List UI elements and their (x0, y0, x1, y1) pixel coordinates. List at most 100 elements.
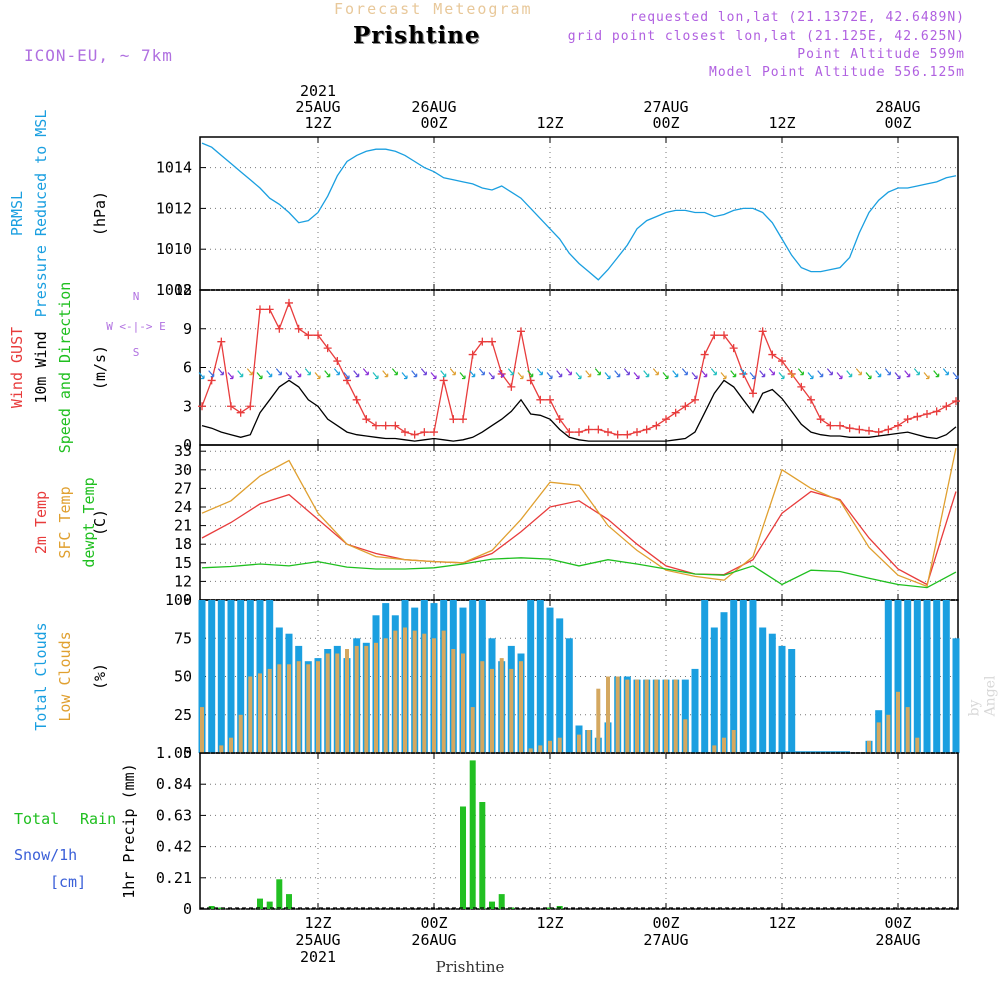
wind-direction-arrow (208, 370, 215, 378)
gust-marker (488, 337, 496, 346)
y-tick-label: 21 (174, 517, 192, 535)
low-cloud-bar (915, 737, 920, 753)
y-tick-label: 0 (183, 744, 192, 762)
gust-marker (198, 402, 206, 411)
total-cloud-bar (720, 612, 728, 753)
wind-direction-arrow (536, 368, 543, 376)
gust-marker (362, 415, 371, 424)
gust-marker (913, 412, 922, 421)
top-time-label: 00Z (884, 114, 911, 132)
gust-marker (449, 415, 458, 424)
y-tick-label: 0.63 (156, 806, 192, 824)
precip-bar (489, 901, 495, 909)
wind-direction-arrow (652, 368, 659, 376)
low-cloud-bar (557, 737, 562, 753)
bottom-time-label: 12Z (768, 914, 795, 932)
wind-direction-arrow (256, 372, 263, 380)
total-cloud-bar (778, 645, 786, 753)
gust-marker (816, 415, 825, 424)
low-cloud-bar (258, 673, 262, 753)
wind-direction-arrow (672, 370, 679, 378)
total-cloud-bar (730, 600, 738, 753)
gust-marker (768, 350, 777, 359)
bottom-time-label: 00Z (420, 914, 447, 932)
total-cloud-bar (923, 600, 931, 753)
wind-direction-arrow (478, 368, 485, 376)
wind-direction-arrow (391, 368, 398, 376)
wind-direction-arrow (701, 370, 708, 378)
precip-bar (276, 879, 283, 909)
wind-direction-arrow (343, 372, 350, 380)
total-cloud-bar (739, 600, 747, 753)
total-cloud-bar (691, 668, 699, 753)
point-altitude: Point Altitude 599m (797, 47, 965, 62)
y-tick-label: 9 (183, 320, 192, 338)
bottom-time-label: 12Z (304, 914, 331, 932)
precip-bar (460, 806, 466, 909)
low-cloud-bar (673, 679, 678, 753)
gust-marker (381, 421, 390, 430)
top-time-label: 12Z (304, 114, 331, 132)
wind-direction-arrow (565, 368, 572, 376)
wind-direction-arrow (295, 370, 302, 378)
panel-axis-label: Total Clouds (32, 622, 50, 730)
wind-direction-arrow (855, 368, 862, 376)
low-cloud-bar (422, 633, 427, 753)
precip-bar (498, 894, 505, 909)
gust-marker (749, 389, 757, 398)
low-cloud-bar (519, 661, 523, 753)
wind-direction-arrow (488, 372, 495, 380)
wind-direction-arrow (913, 368, 920, 376)
total-cloud-bar (527, 600, 535, 753)
wind-direction-arrow (246, 368, 253, 376)
y-tick-label: 0.21 (156, 869, 192, 887)
low-cloud-bar (664, 679, 668, 753)
low-cloud-bar (499, 658, 504, 753)
low-cloud-bar (287, 664, 291, 753)
low-cloud-bar (451, 649, 456, 753)
wind-direction-arrow (788, 370, 795, 378)
top-time-label: 26AUG (411, 98, 456, 116)
wind-direction-arrow (942, 368, 949, 376)
wind-direction-arrow (527, 370, 534, 378)
wind-direction-arrow (314, 372, 321, 380)
wind-direction-arrow (498, 370, 505, 378)
wind-direction-arrow (778, 372, 785, 380)
low-cloud-bar (615, 676, 620, 753)
wind-direction-arrow (517, 372, 524, 380)
wind-direction-arrow (459, 372, 466, 380)
wind-direction-arrow (623, 368, 630, 376)
y-tick-label: 30 (174, 461, 192, 479)
wind-direction-arrow (720, 372, 727, 380)
gust-marker (236, 408, 245, 417)
y-tick-label: 1.05 (156, 744, 192, 762)
low-cloud-bar (238, 714, 243, 754)
bottom-time-label: 27AUG (643, 931, 688, 949)
panel-frame (199, 752, 959, 910)
wind-direction-arrow (556, 370, 563, 378)
wind-direction-arrow (507, 368, 514, 376)
wind-direction-arrow (304, 368, 311, 376)
gust-marker (439, 376, 448, 385)
model-altitude: Model Point Altitude 556.125m (709, 65, 965, 80)
low-cloud-bar (393, 630, 398, 753)
total-cloud-bar (237, 600, 245, 753)
total-cloud-bar (208, 600, 216, 753)
wind-direction-arrow (285, 372, 292, 380)
panel-axis-label: 2m Temp (32, 491, 50, 554)
precip-label-rain: Rain (80, 810, 116, 828)
wind-direction-arrow (759, 370, 766, 378)
wind-direction-arrow (266, 370, 273, 378)
low-cloud-bar (606, 676, 610, 753)
gust-marker (604, 428, 612, 437)
total-cloud-bar (884, 600, 892, 753)
wind-direction-arrow (923, 372, 930, 380)
low-cloud-bar (267, 668, 272, 753)
low-cloud-bar (335, 653, 340, 753)
gust-marker (584, 425, 593, 434)
gust-marker (710, 331, 719, 340)
wind-direction-arrow (643, 370, 650, 378)
gust-marker (304, 331, 313, 340)
total-cloud-bar (913, 600, 921, 753)
low-cloud-bar (200, 707, 204, 753)
